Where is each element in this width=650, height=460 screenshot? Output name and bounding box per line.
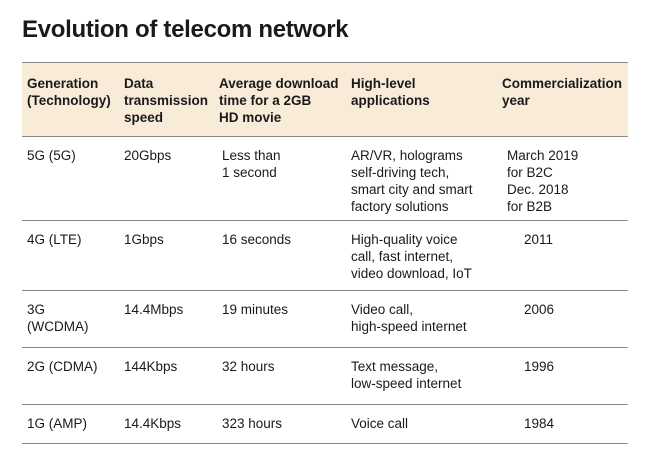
cell-year: March 2019 for B2C Dec. 2018 for B2B bbox=[507, 147, 633, 215]
cell-text: factory solutions bbox=[351, 199, 449, 214]
cell-text: self-driving tech, bbox=[351, 165, 450, 180]
header-text: (Technology) bbox=[27, 93, 111, 108]
table-row: 1G (AMP) 14.4Kbps 323 hours Voice call 1… bbox=[22, 405, 628, 444]
header-text: transmission bbox=[124, 93, 209, 108]
cell-text: 2006 bbox=[524, 302, 555, 317]
header-text: Data bbox=[124, 76, 154, 91]
cell-text: 20Gbps bbox=[124, 148, 172, 163]
cell-text: 19 minutes bbox=[222, 302, 289, 317]
cell-year: 2011 bbox=[524, 231, 650, 248]
cell-speed: 1Gbps bbox=[124, 231, 216, 248]
cell-text: Dec. 2018 bbox=[507, 182, 569, 197]
cell-text: 1Gbps bbox=[124, 232, 164, 247]
cell-text: 2011 bbox=[524, 232, 554, 247]
cell-text: 32 hours bbox=[222, 359, 275, 374]
cell-year: 2006 bbox=[524, 301, 650, 318]
cell-applications: Text message, low-speed internet bbox=[351, 358, 501, 392]
page-title: Evolution of telecom network bbox=[22, 16, 349, 43]
cell-applications: AR/VR, holograms self-driving tech, smar… bbox=[351, 147, 501, 215]
cell-text: (WCDMA) bbox=[27, 319, 89, 334]
table-row: 2G (CDMA) 144Kbps 32 hours Text message,… bbox=[22, 348, 628, 405]
cell-text: low-speed internet bbox=[351, 376, 462, 391]
cell-text: 14.4Mbps bbox=[124, 302, 184, 317]
header-applications: High-level applications bbox=[351, 75, 501, 109]
cell-text: 5G (5G) bbox=[27, 148, 76, 163]
cell-text: for B2C bbox=[507, 165, 553, 180]
cell-text: 16 seconds bbox=[222, 232, 292, 247]
cell-text: 14.4Kbps bbox=[124, 416, 182, 431]
header-text: year bbox=[502, 93, 530, 108]
cell-speed: 144Kbps bbox=[124, 358, 216, 375]
cell-applications: High-quality voice call, fast internet, … bbox=[351, 231, 501, 282]
cell-text: 4G (LTE) bbox=[27, 232, 82, 247]
header-text: Generation bbox=[27, 76, 99, 91]
header-text: speed bbox=[124, 110, 164, 125]
cell-applications: Voice call bbox=[351, 415, 501, 432]
cell-text: 1G (AMP) bbox=[27, 416, 88, 431]
header-text: HD movie bbox=[219, 110, 282, 125]
header-text: High-level bbox=[351, 76, 416, 91]
cell-download-time: Less than 1 second bbox=[222, 147, 350, 181]
cell-text: 1996 bbox=[524, 359, 555, 374]
cell-download-time: 323 hours bbox=[222, 415, 350, 432]
cell-year: 1984 bbox=[524, 415, 650, 432]
cell-speed: 14.4Mbps bbox=[124, 301, 216, 318]
cell-text: Less than bbox=[222, 148, 281, 163]
header-generation: Generation (Technology) bbox=[27, 75, 119, 109]
header-text: time for a 2GB bbox=[219, 93, 312, 108]
cell-generation: 2G (CDMA) bbox=[27, 358, 119, 375]
table-row: 4G (LTE) 1Gbps 16 seconds High-quality v… bbox=[22, 221, 628, 291]
cell-text: video download, IoT bbox=[351, 266, 472, 281]
header-text: Commercialization bbox=[502, 76, 623, 91]
cell-text: March 2019 bbox=[507, 148, 579, 163]
cell-text: Video call, bbox=[351, 302, 414, 317]
cell-speed: 14.4Kbps bbox=[124, 415, 216, 432]
cell-text: 1984 bbox=[524, 416, 555, 431]
cell-download-time: 32 hours bbox=[222, 358, 350, 375]
header-download-time: Average download time for a 2GB HD movie bbox=[219, 75, 347, 126]
cell-text: 144Kbps bbox=[124, 359, 178, 374]
cell-text: smart city and smart bbox=[351, 182, 473, 197]
cell-download-time: 19 minutes bbox=[222, 301, 350, 318]
cell-speed: 20Gbps bbox=[124, 147, 216, 164]
cell-text: 1 second bbox=[222, 165, 277, 180]
cell-text: High-quality voice bbox=[351, 232, 458, 247]
cell-applications: Video call, high-speed internet bbox=[351, 301, 501, 335]
cell-text: AR/VR, holograms bbox=[351, 148, 463, 163]
telecom-table: Generation (Technology) Data transmissio… bbox=[22, 62, 628, 444]
cell-text: high-speed internet bbox=[351, 319, 467, 334]
cell-text: 323 hours bbox=[222, 416, 283, 431]
header-year: Commercialization year bbox=[502, 75, 628, 109]
header-text: Average download bbox=[219, 76, 339, 91]
cell-generation: 4G (LTE) bbox=[27, 231, 119, 248]
header-text: applications bbox=[351, 93, 430, 108]
cell-year: 1996 bbox=[524, 358, 650, 375]
cell-generation: 5G (5G) bbox=[27, 147, 119, 164]
cell-download-time: 16 seconds bbox=[222, 231, 350, 248]
cell-generation: 1G (AMP) bbox=[27, 415, 119, 432]
cell-generation: 3G (WCDMA) bbox=[27, 301, 119, 335]
cell-text: Text message, bbox=[351, 359, 439, 374]
cell-text: Voice call bbox=[351, 416, 409, 431]
table-header: Generation (Technology) Data transmissio… bbox=[22, 62, 628, 137]
header-speed: Data transmission speed bbox=[124, 75, 216, 126]
cell-text: 3G bbox=[27, 302, 46, 317]
table-row: 5G (5G) 20Gbps Less than 1 second AR/VR,… bbox=[22, 137, 628, 221]
cell-text: call, fast internet, bbox=[351, 249, 454, 264]
table-row: 3G (WCDMA) 14.4Mbps 19 minutes Video cal… bbox=[22, 291, 628, 348]
cell-text: for B2B bbox=[507, 199, 553, 214]
cell-text: 2G (CDMA) bbox=[27, 359, 98, 374]
